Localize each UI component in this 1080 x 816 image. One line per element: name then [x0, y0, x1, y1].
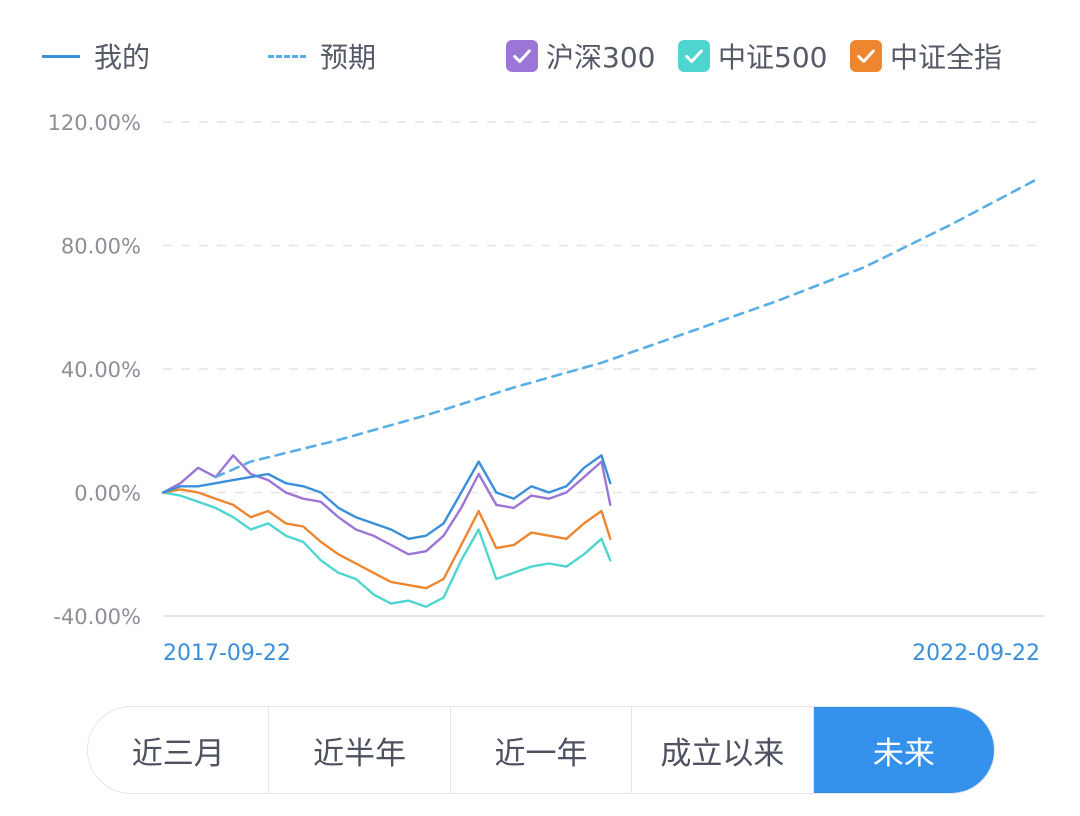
- series-line-hs300: [161, 454, 612, 556]
- time-range-selector: 近三月 近半年 近一年 成立以来 未来: [87, 706, 995, 794]
- range-tab-since-inception[interactable]: 成立以来: [632, 707, 814, 793]
- legend-mine-label: 我的: [94, 41, 151, 74]
- range-tab-6-months[interactable]: 近半年: [269, 707, 451, 793]
- legend-zz500[interactable]: 中证500: [678, 30, 827, 82]
- y-tick-label: 0.00%: [74, 482, 141, 506]
- checkbox-checked-icon[interactable]: [506, 40, 538, 72]
- x-start-date-label: 2017-09-22: [163, 641, 291, 666]
- legend-mine[interactable]: 我的: [42, 30, 150, 82]
- legend-zzall[interactable]: 中证全指: [850, 30, 1002, 82]
- y-tick-label: 120.00%: [48, 111, 141, 135]
- y-tick-label: 80.00%: [61, 235, 141, 259]
- legend-expected-label: 预期: [320, 41, 377, 74]
- y-tick-label: 40.00%: [61, 358, 141, 382]
- checkbox-checked-icon[interactable]: [678, 40, 710, 72]
- legend-expected-swatch: [268, 54, 306, 58]
- line-chart: 120.00% 80.00% 40.00% 0.00% -40.00% 2017-09-2…: [48, 111, 1044, 666]
- series-line-mine: [161, 454, 612, 540]
- legend-mine-swatch: [42, 54, 80, 58]
- x-end-date-label: 2022-09-22: [912, 641, 1040, 666]
- legend-expected[interactable]: 预期: [268, 30, 376, 82]
- range-tab-future[interactable]: 未来: [813, 707, 994, 793]
- chart-legend: 我的 预期 沪深300 中证500 中证全指: [0, 30, 1080, 82]
- range-tab-3-months[interactable]: 近三月: [88, 707, 270, 793]
- series-line-zz500: [161, 491, 612, 608]
- legend-zz500-label: 中证500: [718, 41, 828, 74]
- legend-zzall-label: 中证全指: [890, 41, 1003, 74]
- series-line-expected: [214, 176, 1042, 479]
- legend-hs300[interactable]: 沪深300: [506, 30, 655, 82]
- y-tick-label: -40.00%: [53, 605, 141, 629]
- range-tab-1-year[interactable]: 近一年: [451, 707, 633, 793]
- series-line-zzall: [161, 488, 612, 590]
- checkbox-checked-icon[interactable]: [850, 40, 882, 72]
- legend-hs300-label: 沪深300: [546, 41, 656, 74]
